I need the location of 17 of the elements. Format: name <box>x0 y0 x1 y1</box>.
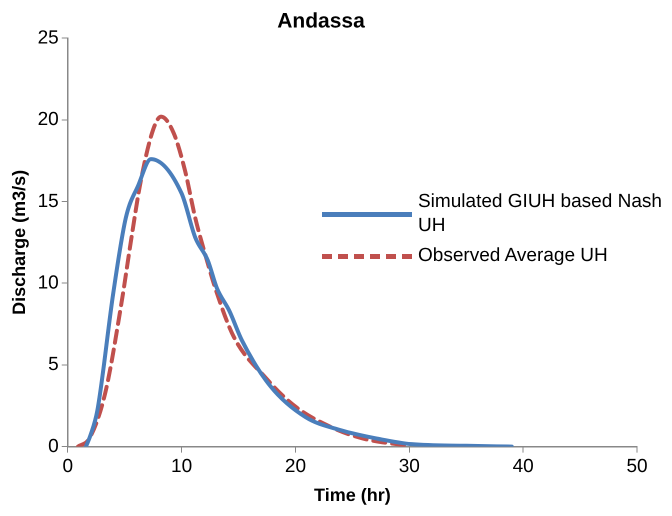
x-tick-label: 30 <box>398 456 420 478</box>
x-tick-label: 40 <box>512 456 534 478</box>
y-tick-label: 20 <box>38 109 59 130</box>
x-tick-label: 0 <box>62 456 74 478</box>
y-tick-label: 0 <box>48 436 59 457</box>
x-tick-label: 10 <box>171 456 192 478</box>
y-tick-label: 15 <box>38 190 59 212</box>
legend-label: Simulated GIUH based Nash UH <box>418 190 662 238</box>
chart-title: Andassa <box>277 9 366 32</box>
y-tick-label: 5 <box>48 354 59 376</box>
x-tick-label: 50 <box>626 456 648 478</box>
y-tick-label: 25 <box>38 27 59 48</box>
y-tick-label: 10 <box>38 272 59 294</box>
x-axis-title: Time (hr) <box>314 485 391 506</box>
y-axis-title: Discharge (m3/s) <box>8 170 29 315</box>
x-tick-label: 20 <box>284 456 306 478</box>
legend-label: Observed Average UH <box>418 244 608 268</box>
